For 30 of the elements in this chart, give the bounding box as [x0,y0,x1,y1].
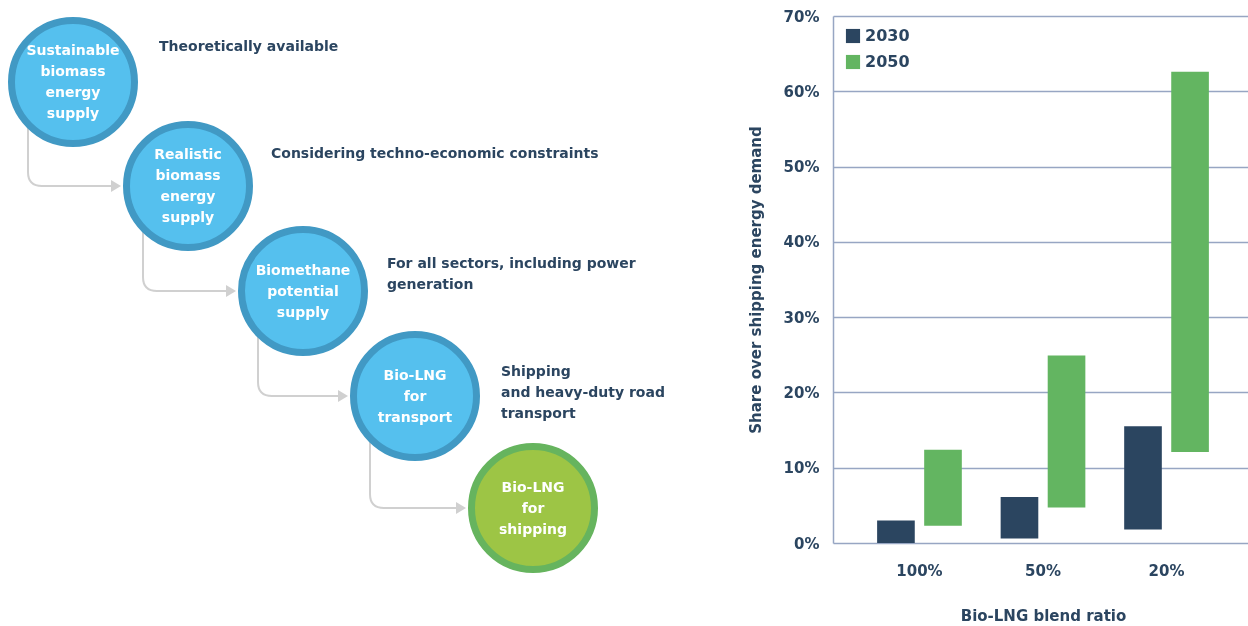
legend-label: 2050 [865,52,910,71]
circle-node: Realistic biomass energy supply [123,121,253,251]
x-axis-title: Bio-LNG blend ratio [960,606,1127,625]
y-tick-label: 0% [794,534,820,553]
circle-node: Sustainable biomass energy supply [8,17,138,147]
y-axis-title: Share over shipping energy demand [746,126,765,434]
y-tick-label: 50% [783,158,820,177]
x-tick-label: 100% [896,561,943,580]
text: Considering techno-economic constraints [271,144,599,163]
bar [1047,355,1086,508]
circle-node: Bio-LNG for shipping [468,443,598,573]
circle-node: Bio-LNG for transport [350,331,480,461]
y-tick-label: 30% [783,308,820,327]
x-tick-label: 20% [1148,561,1185,580]
legend-label: 2030 [865,26,910,45]
x-tick-label: 50% [1025,561,1061,580]
bar [877,520,915,543]
text: Shipping and heavy-duty road transport [501,362,666,423]
y-tick-label: 20% [783,383,820,402]
y-tick-label: 10% [783,459,820,478]
text: For all sectors, including power generation [387,254,637,294]
text: Theoretically available [159,37,339,56]
circle-node: Biomethane potential supply [238,226,368,356]
y-tick-label: 60% [783,82,820,101]
y-tick-label: 40% [783,233,820,252]
bar [1171,71,1209,452]
bar [1000,497,1039,539]
bar [1124,426,1162,530]
y-tick-label: 70% [783,7,820,26]
bar [924,449,962,526]
